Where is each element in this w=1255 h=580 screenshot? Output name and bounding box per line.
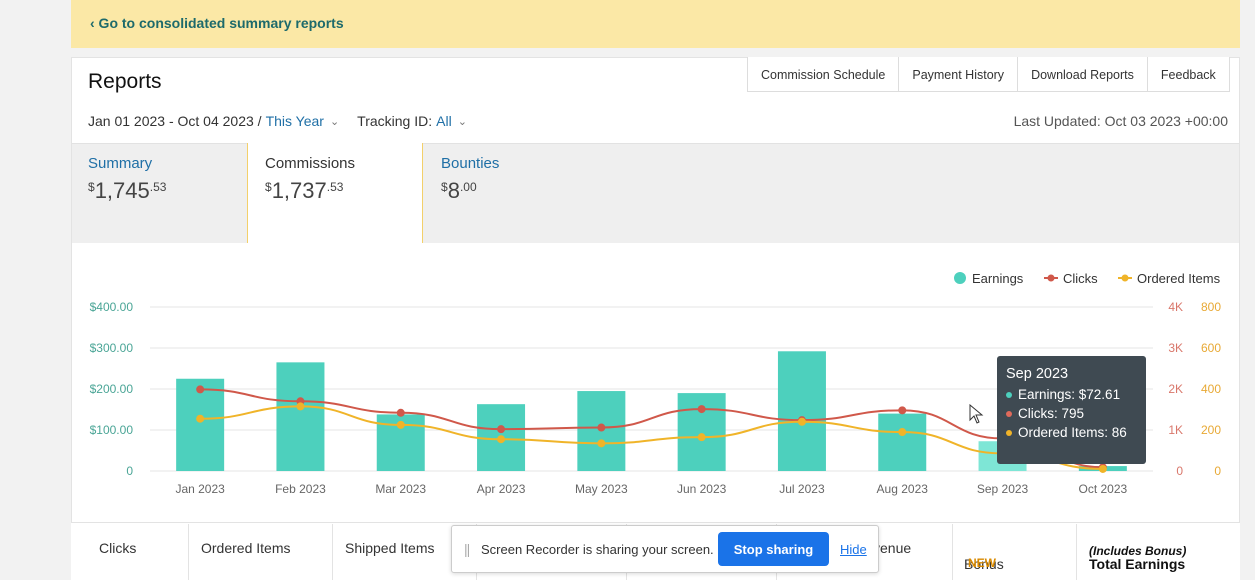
screen-recorder-bar: || Screen Recorder is sharing your scree… (451, 525, 879, 573)
tracking-id-dropdown[interactable]: All (436, 113, 452, 129)
tab-commission-schedule[interactable]: Commission Schedule (748, 57, 900, 92)
header-revenue: venue (777, 524, 953, 580)
earnings-bar (176, 378, 225, 471)
left-axis-tick: $300.00 (90, 341, 134, 355)
tab-feedback[interactable]: Feedback (1148, 57, 1230, 92)
tab-download-reports[interactable]: Download Reports (1018, 57, 1148, 92)
drag-handle-icon[interactable]: || (464, 541, 470, 557)
recorder-message: Screen Recorder is sharing your screen. (481, 542, 714, 557)
consolidated-banner: ‹ Go to consolidated summary reports (71, 0, 1240, 48)
right-axis-tick-clicks: 0 (1176, 464, 1183, 478)
x-axis-tick: Aug 2023 (877, 482, 929, 496)
commissions-label: Commissions (265, 155, 356, 172)
clicks-point (497, 425, 506, 434)
x-axis-tick: Jan 2023 (175, 482, 225, 496)
ordered-items-point (597, 439, 606, 448)
legend-clicks-dot (1047, 274, 1055, 282)
x-axis-tick: Apr 2023 (477, 482, 526, 496)
bounties-value: $8.00 (441, 178, 477, 203)
legend-ordered-items-dot (1121, 274, 1129, 282)
filters-row: Jan 01 2023 - Oct 04 2023 / This Year ⌄ … (88, 113, 485, 129)
ordered-items-point (797, 417, 806, 426)
ordered-items-point (396, 420, 405, 429)
header-bonus: Bonus NEW (953, 524, 1077, 580)
page-title: Reports (88, 70, 162, 93)
clicks-point (697, 405, 706, 414)
chevron-down-icon[interactable]: ⌄ (457, 115, 467, 128)
ordered-items-point (296, 402, 305, 411)
x-axis-tick: Mar 2023 (375, 482, 426, 496)
right-axis-tick-ordered: 0 (1214, 464, 1221, 478)
tracking-id-label: Tracking ID: (357, 113, 433, 129)
right-axis-tick-ordered: 200 (1201, 423, 1221, 437)
tooltip-earnings: Earnings: $72.61 (1006, 387, 1137, 402)
x-axis-tick: May 2023 (575, 482, 628, 496)
clicks-point (597, 423, 606, 432)
summary-tab-bounties[interactable]: Bounties $8.00 (441, 155, 499, 204)
mouse-cursor-icon (969, 404, 984, 424)
hide-link[interactable]: Hide (840, 542, 867, 557)
x-axis-tick: Jul 2023 (779, 482, 825, 496)
clicks-line (200, 388, 1103, 469)
chart-tooltip: Sep 2023 Earnings: $72.61 Clicks: 795 Or… (997, 356, 1146, 464)
clicks-point (898, 406, 907, 415)
last-updated: Last Updated: Oct 03 2023 +00:00 (1013, 113, 1228, 129)
tab-payment-history[interactable]: Payment History (899, 57, 1019, 92)
earnings-bar (677, 393, 726, 471)
clicks-point (396, 408, 405, 417)
bounties-label: Bounties (441, 155, 500, 172)
left-axis-tick: 0 (126, 464, 133, 478)
header-ordered-items: Ordered Items (189, 524, 333, 580)
legend-label: Earnings (972, 271, 1024, 286)
left-axis-tick: $100.00 (90, 423, 134, 437)
left-axis-tick: $400.00 (90, 300, 134, 314)
legend-label: Ordered Items (1137, 271, 1221, 286)
consolidated-reports-link[interactable]: ‹ Go to consolidated summary reports (90, 15, 344, 31)
x-axis-tick: Oct 2023 (1078, 482, 1127, 496)
report-tabs: Commission Schedule Payment History Down… (747, 57, 1230, 92)
earnings-bar (878, 413, 927, 471)
header-clicks: Clicks (71, 524, 189, 580)
x-axis-tick: Jun 2023 (677, 482, 727, 496)
summary-tab-commissions[interactable]: Commissions $1,737.53 (265, 155, 355, 204)
summary-value: $1,745.53 (88, 178, 167, 203)
ordered-items-point (697, 433, 706, 442)
ordered-items-point (497, 435, 506, 444)
right-axis-tick-clicks: 2K (1168, 382, 1183, 396)
ordered-items-point (1098, 464, 1107, 473)
right-axis-tick-ordered: 800 (1201, 300, 1221, 314)
new-badge: NEW (968, 556, 996, 570)
period-dropdown[interactable]: This Year (265, 113, 324, 129)
left-axis-tick: $200.00 (90, 382, 134, 396)
right-axis-tick-clicks: 3K (1168, 341, 1183, 355)
x-axis-tick: Sep 2023 (977, 482, 1029, 496)
right-axis-tick-clicks: 4K (1168, 300, 1183, 314)
header-total-earnings: Total Earnings (Includes Bonus) (1089, 544, 1187, 572)
ordered-items-point (898, 428, 907, 437)
legend-label: Clicks (1063, 271, 1098, 286)
right-axis-tick-clicks: 1K (1168, 423, 1183, 437)
ordered-items-line (200, 405, 1103, 470)
right-axis-tick-ordered: 400 (1201, 382, 1221, 396)
clicks-point (196, 385, 205, 394)
x-axis-tick: Feb 2023 (275, 482, 326, 496)
date-range-text: Jan 01 2023 - Oct 04 2023 / (88, 113, 262, 129)
legend-earnings-marker (954, 272, 966, 284)
tooltip-title: Sep 2023 (1006, 366, 1069, 382)
summary-tab-summary[interactable]: Summary $1,745.53 (88, 155, 166, 204)
stop-sharing-button[interactable]: Stop sharing (718, 532, 829, 566)
earnings-bar (777, 351, 826, 471)
chevron-down-icon[interactable]: ⌄ (329, 115, 340, 128)
earnings-bar (276, 362, 325, 471)
commissions-value: $1,737.53 (265, 178, 344, 203)
tooltip-ordered: Ordered Items: 86 (1006, 425, 1137, 440)
right-axis-tick-ordered: 600 (1201, 341, 1221, 355)
summary-label: Summary (88, 155, 153, 172)
tooltip-clicks: Clicks: 795 (1006, 406, 1137, 421)
ordered-items-point (196, 414, 205, 423)
